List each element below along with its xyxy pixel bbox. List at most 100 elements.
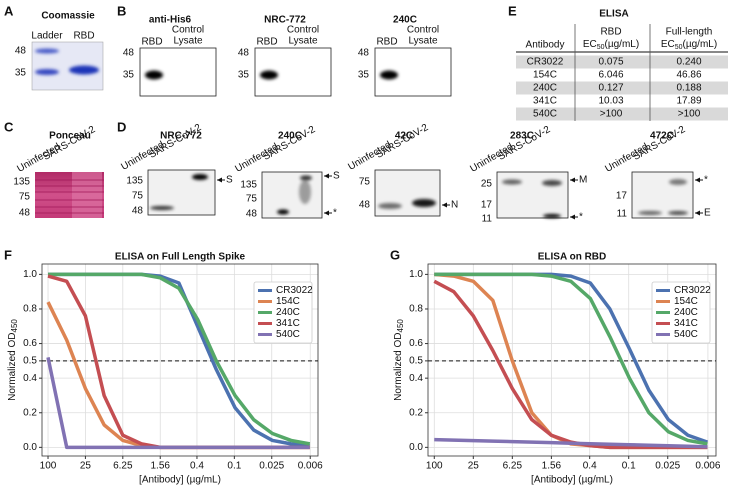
- marker-label: 48: [123, 48, 135, 59]
- y-axis-label-sub: 450: [10, 319, 19, 333]
- table-cell: 10.03: [598, 96, 623, 107]
- col-header: Antibody: [526, 40, 565, 51]
- y-tick-label: 0.6: [409, 338, 423, 349]
- lane-label: Control: [287, 25, 319, 36]
- band: [192, 174, 208, 180]
- y-axis-label-text: Normalized OD: [393, 333, 404, 401]
- panel-label: E: [508, 3, 517, 18]
- lane-label: RBD: [376, 37, 397, 48]
- x-tick-label: 0.4: [190, 461, 204, 472]
- table-cell: 0.127: [598, 83, 623, 94]
- legend-label: 240C: [276, 307, 300, 318]
- x-tick-label: 6.25: [503, 461, 523, 472]
- row-bg: [516, 81, 728, 95]
- band: [277, 209, 289, 215]
- x-tick-label: 100: [426, 461, 443, 472]
- x-tick-label: 0.4: [583, 461, 597, 472]
- x-tick-label: 25: [80, 461, 92, 472]
- arrow-label: S: [226, 175, 233, 186]
- band: [145, 70, 163, 80]
- col-header: EC50(µg/mL): [583, 39, 639, 51]
- x-tick-label: 0.006: [695, 461, 720, 472]
- x-axis-label: [Antibody] (µg/mL): [139, 475, 221, 486]
- blot: [631, 171, 694, 219]
- marker-label: 11: [617, 209, 628, 220]
- marker-label: 48: [15, 46, 27, 57]
- row-bg: [516, 107, 728, 121]
- blot-title: 240C: [278, 131, 302, 142]
- band: [668, 211, 688, 215]
- marker-label: 48: [238, 48, 250, 59]
- legend-label: 240C: [674, 307, 698, 318]
- band: [35, 69, 59, 75]
- marker-label: 75: [19, 192, 31, 203]
- panel-label: A: [4, 3, 14, 18]
- panel-label: D: [117, 119, 126, 134]
- table-cell: 540C: [533, 109, 557, 120]
- marker-label: 17: [481, 200, 493, 211]
- x-tick-label: 0.025: [259, 461, 284, 472]
- y-tick-label: 0.6: [23, 338, 37, 349]
- y-axis-label-sub: 450: [396, 319, 405, 333]
- legend-box: [651, 281, 711, 344]
- y-axis-label: Normalized OD450: [393, 319, 405, 401]
- y-tick-label: 0.5: [23, 356, 37, 367]
- x-axis-label: [Antibody] (µg/mL): [531, 475, 613, 486]
- lane-label: Ladder: [31, 31, 63, 42]
- blot-title: NRC-772: [264, 15, 306, 26]
- lane-label: RBD: [73, 31, 94, 42]
- chart-title: ELISA on RBD: [538, 252, 607, 263]
- legend-label: 341C: [276, 318, 300, 329]
- table-cell: CR3022: [527, 57, 564, 68]
- band: [378, 203, 402, 209]
- blot-title: 283C: [510, 131, 534, 142]
- marker-label: 48: [359, 200, 371, 211]
- lane-label: Lysate: [288, 36, 318, 47]
- legend-label: 154C: [276, 296, 300, 307]
- marker-label: 48: [358, 48, 370, 59]
- marker-label: 35: [238, 70, 250, 81]
- lane-label: Control: [407, 25, 439, 36]
- arrow-label: *: [579, 212, 583, 223]
- x-tick-label: 0.025: [655, 461, 680, 472]
- y-axis-label: Normalized OD450: [7, 319, 19, 401]
- x-tick-label: 0.1: [227, 461, 241, 472]
- table-cell: 154C: [533, 70, 557, 81]
- marker-label: 75: [246, 194, 258, 205]
- y-axis-label-text: Normalized OD: [7, 333, 18, 401]
- legend-label: CR3022: [276, 285, 313, 296]
- blot-title: anti-His6: [149, 15, 192, 26]
- marker-label: 17: [616, 191, 628, 202]
- panel-label: F: [4, 247, 12, 262]
- series-line: [48, 272, 311, 446]
- band: [260, 70, 278, 80]
- y-tick-label: 0.5: [409, 356, 423, 367]
- table-cell: 240C: [533, 83, 557, 94]
- arrow-label: E: [704, 208, 711, 219]
- band: [412, 199, 436, 207]
- panel-label: B: [117, 3, 126, 18]
- lane-label: Lysate: [408, 36, 438, 47]
- marker-label: 35: [15, 68, 27, 79]
- band: [669, 179, 687, 185]
- panel-title: Coomassie: [41, 11, 95, 22]
- band: [69, 65, 99, 75]
- panel-title: Ponceau: [49, 131, 91, 142]
- table-cell: 0.075: [598, 57, 623, 68]
- marker-label: 35: [358, 70, 370, 81]
- blot: [496, 171, 569, 219]
- col-header: Full-length: [666, 27, 713, 38]
- x-tick-label: 6.25: [113, 461, 133, 472]
- arrow-label: S: [333, 171, 340, 182]
- header-part: (µg/mL): [683, 39, 718, 50]
- table-cell: >100: [600, 109, 623, 120]
- marker-label: 11: [482, 214, 493, 225]
- marker-label: 35: [123, 70, 135, 81]
- legend-label: CR3022: [674, 285, 711, 296]
- header-sub: 50: [597, 44, 605, 51]
- marker-label: 135: [13, 177, 30, 188]
- marker-label: 48: [132, 206, 144, 217]
- lane-label: Lysate: [173, 36, 203, 47]
- band: [35, 48, 59, 54]
- band: [638, 211, 662, 215]
